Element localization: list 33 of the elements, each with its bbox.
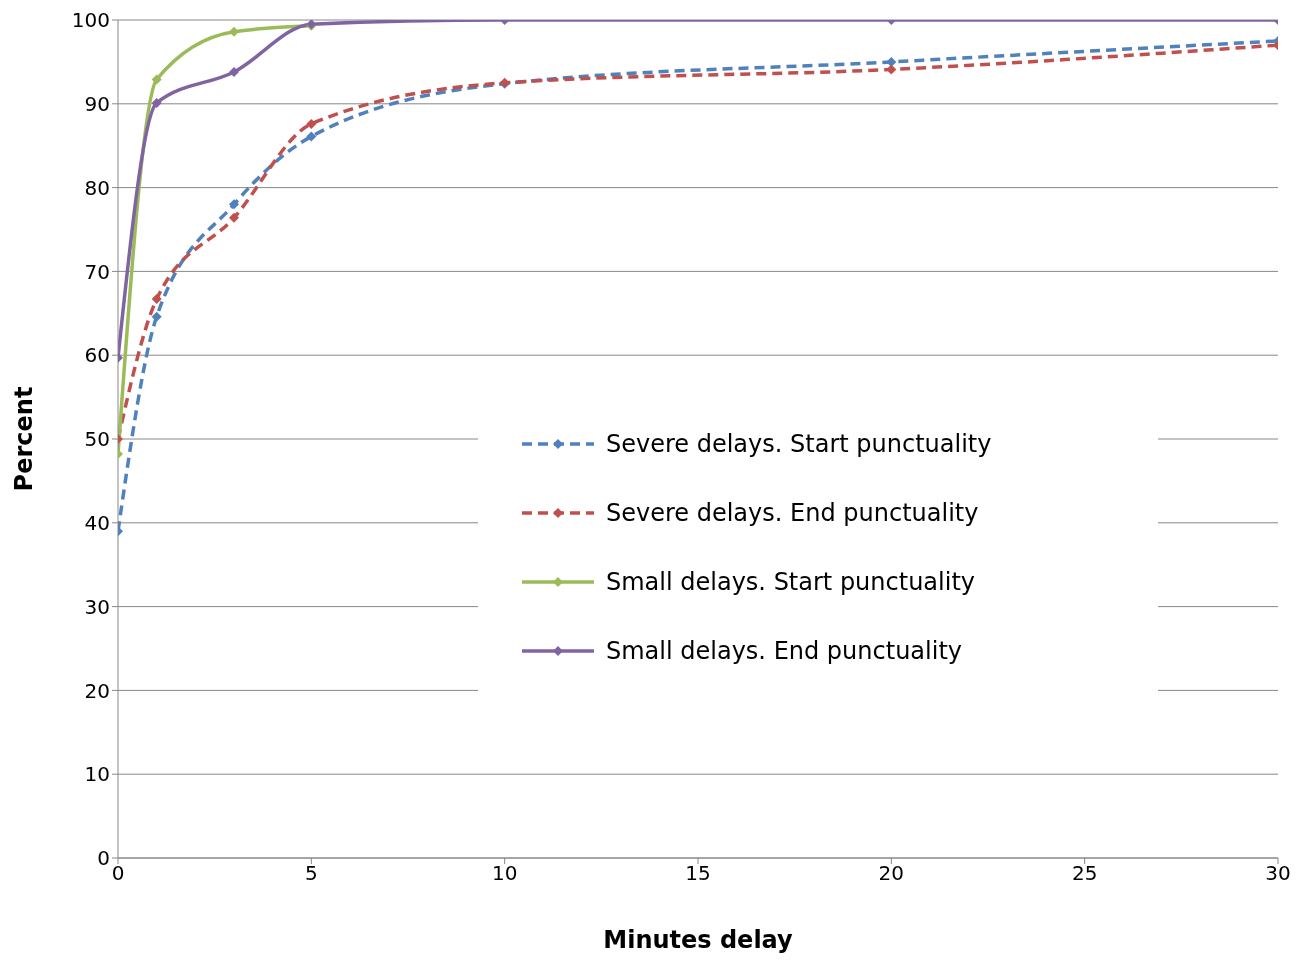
y-tick-label: 70 bbox=[84, 259, 110, 284]
y-tick-label: 60 bbox=[84, 343, 110, 368]
point bbox=[229, 66, 239, 77]
y-tick-label: 30 bbox=[84, 594, 110, 619]
x-tick-label: 25 bbox=[1071, 861, 1098, 886]
point bbox=[886, 56, 897, 67]
y-tick-label: 50 bbox=[84, 427, 110, 452]
point bbox=[229, 199, 239, 210]
legend-label: Severe delays. End punctuality bbox=[606, 498, 979, 527]
y-tick-label: 10 bbox=[84, 762, 110, 787]
y-tick-label: 100 bbox=[71, 8, 110, 33]
legend-label: Severe delays. Start punctuality bbox=[606, 429, 992, 458]
legend-label: Small delays. End punctuality bbox=[606, 636, 962, 665]
legend-label: Small delays. Start punctuality bbox=[606, 567, 976, 596]
x-tick-label: 10 bbox=[491, 861, 518, 886]
point bbox=[229, 212, 239, 223]
y-tick-label: 40 bbox=[84, 510, 110, 535]
point bbox=[229, 26, 239, 37]
x-axis-title: Minutes delay bbox=[603, 926, 794, 954]
point bbox=[151, 311, 162, 322]
x-tick-label: 20 bbox=[878, 861, 905, 886]
point bbox=[151, 294, 162, 305]
point bbox=[306, 131, 317, 142]
point bbox=[151, 74, 162, 85]
x-tick-label: 30 bbox=[1265, 861, 1291, 886]
y-axis-title: Percent bbox=[9, 386, 38, 492]
x-tick-label: 15 bbox=[685, 861, 711, 886]
point bbox=[151, 97, 162, 108]
y-tick-label: 20 bbox=[84, 678, 110, 703]
x-tick-label: 5 bbox=[304, 861, 318, 886]
y-tick-label: 90 bbox=[84, 91, 110, 116]
point bbox=[306, 118, 317, 129]
y-tick-label: 80 bbox=[84, 175, 110, 200]
